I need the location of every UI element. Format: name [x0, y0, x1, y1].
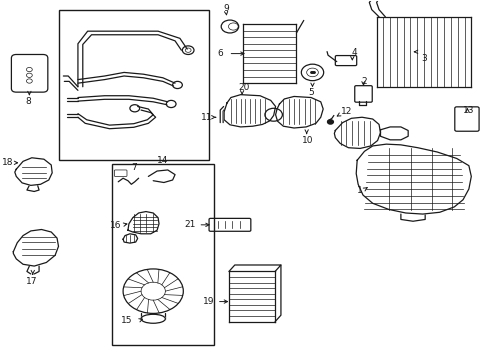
- Text: 15: 15: [121, 316, 132, 325]
- Ellipse shape: [141, 314, 165, 323]
- Text: 16: 16: [110, 221, 122, 230]
- Polygon shape: [123, 234, 138, 243]
- Text: 9: 9: [223, 4, 228, 13]
- Bar: [30, 245, 39, 250]
- Polygon shape: [275, 96, 323, 128]
- Text: 19: 19: [203, 297, 214, 306]
- Text: 11: 11: [201, 113, 212, 122]
- Text: 4: 4: [351, 48, 357, 57]
- Circle shape: [327, 120, 333, 124]
- Text: 12: 12: [340, 107, 351, 116]
- Text: 13: 13: [462, 105, 474, 114]
- Text: 1: 1: [356, 186, 362, 195]
- Text: 21: 21: [184, 220, 195, 229]
- Text: 3: 3: [421, 54, 426, 63]
- Polygon shape: [334, 117, 380, 148]
- Text: 14: 14: [157, 156, 168, 165]
- Polygon shape: [355, 144, 470, 214]
- Polygon shape: [15, 158, 52, 185]
- Text: 5: 5: [308, 88, 314, 97]
- Polygon shape: [13, 229, 59, 266]
- Circle shape: [264, 108, 282, 121]
- Polygon shape: [380, 127, 407, 140]
- Circle shape: [123, 269, 183, 314]
- Bar: [59, 10, 209, 160]
- Text: 20: 20: [238, 83, 249, 92]
- Polygon shape: [224, 95, 275, 127]
- Polygon shape: [128, 212, 159, 234]
- Text: 8: 8: [25, 96, 31, 105]
- Text: 6: 6: [217, 49, 223, 58]
- Text: 10: 10: [301, 136, 313, 145]
- Text: 18: 18: [2, 158, 13, 167]
- Bar: [30, 170, 39, 175]
- Text: 2: 2: [361, 77, 366, 86]
- Text: 7: 7: [131, 163, 136, 172]
- Text: 17: 17: [26, 276, 38, 285]
- Bar: [112, 164, 213, 345]
